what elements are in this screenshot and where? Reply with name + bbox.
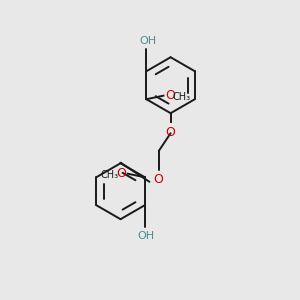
Text: OH: OH xyxy=(138,231,155,241)
Text: CH₃: CH₃ xyxy=(173,92,191,102)
Text: CH₃: CH₃ xyxy=(100,170,118,180)
Text: O: O xyxy=(153,173,163,186)
Text: O: O xyxy=(166,126,176,139)
Text: O: O xyxy=(116,167,126,180)
Text: OH: OH xyxy=(139,36,156,46)
Text: O: O xyxy=(165,89,175,102)
